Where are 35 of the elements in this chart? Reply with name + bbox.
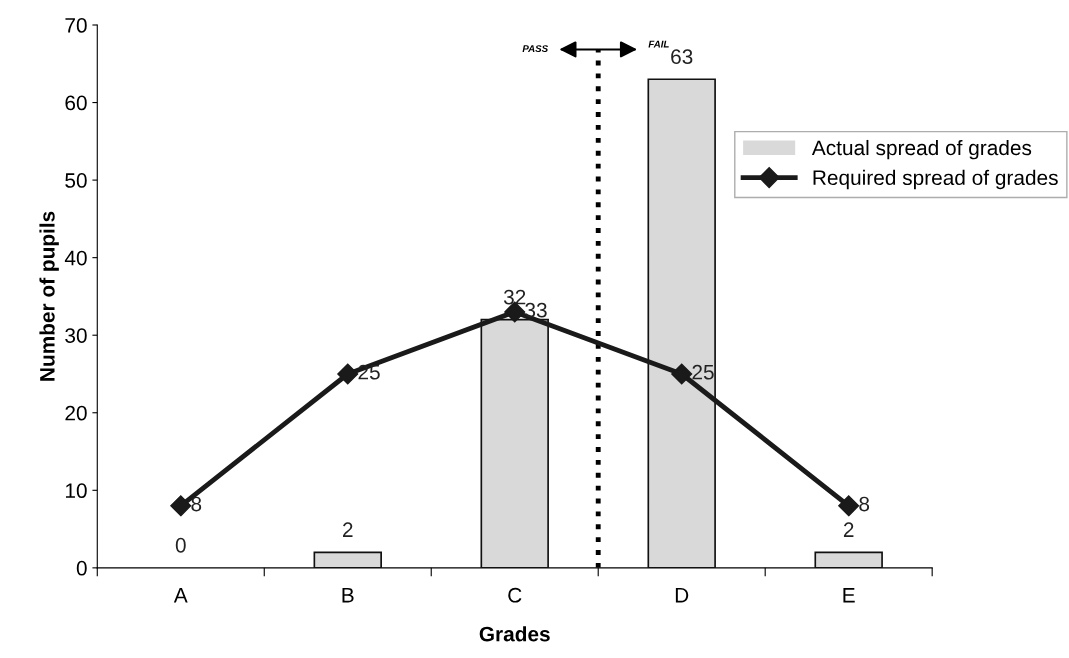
y-tick-label: 60 <box>65 95 87 111</box>
data-label: 25 <box>358 364 380 380</box>
data-label: 8 <box>191 496 202 512</box>
data-label: 2 <box>843 522 854 537</box>
x-tick-label: A <box>173 588 188 603</box>
y-tick-label: 20 <box>65 405 87 421</box>
y-tick-label: 0 <box>76 560 87 576</box>
point <box>671 363 693 385</box>
bar <box>814 551 883 568</box>
data-label: 33 <box>525 302 547 318</box>
data-label: 8 <box>859 496 870 512</box>
x-axis-title: Grades <box>479 626 550 642</box>
x-tick-label: B <box>342 588 354 603</box>
y-tick-label: 40 <box>64 250 87 266</box>
data-label: 32 <box>503 289 526 305</box>
annotation: PASS <box>522 45 549 53</box>
data-label: 25 <box>692 364 714 380</box>
y-tick-label: 10 <box>65 483 87 499</box>
data-label: 2 <box>343 522 353 537</box>
data-label: 0 <box>175 537 186 553</box>
y-tick-label: 30 <box>65 328 87 343</box>
y-axis-title: Number of pupils <box>39 211 59 381</box>
point <box>170 495 192 517</box>
x-tick-label: E <box>843 588 855 603</box>
point <box>838 495 860 517</box>
legend-label: Actual spread of grades <box>811 139 1032 160</box>
data-label: 63 <box>671 49 693 65</box>
y-tick-label: 70 <box>65 18 87 33</box>
x-tick-label: C <box>508 587 522 603</box>
point <box>337 363 359 385</box>
y-tick-label: 50 <box>65 173 87 188</box>
bar <box>313 551 382 568</box>
x-tick-label: D <box>675 588 689 603</box>
annotation: FAIL <box>648 40 669 48</box>
legend-label: Required spread of grades <box>813 169 1058 190</box>
